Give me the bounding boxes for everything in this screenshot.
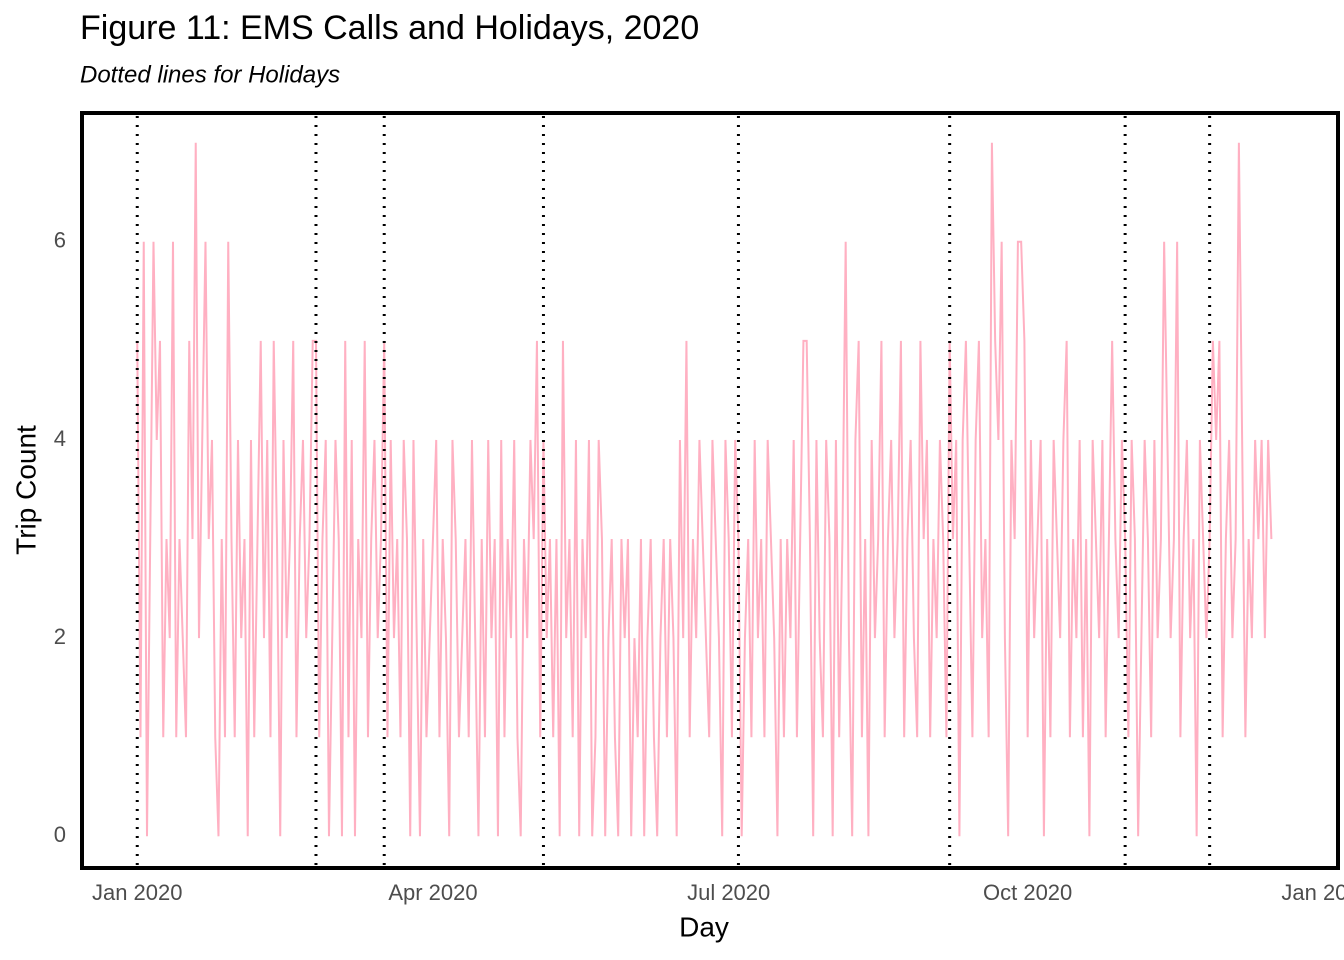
chart-subtitle: Dotted lines for Holidays — [80, 61, 340, 88]
data-line — [136, 142, 1273, 837]
y-tick-label: 0 — [54, 822, 66, 847]
y-tick-label: 4 — [54, 426, 66, 451]
x-tick-label: Apr 2020 — [388, 880, 477, 905]
y-axis-title: Trip Count — [10, 425, 41, 555]
x-tick-label: Jan 2020 — [92, 880, 183, 905]
plot-border — [80, 111, 1340, 870]
x-axis-title: Day — [679, 911, 729, 942]
x-tick-label: Jul 2020 — [687, 880, 770, 905]
x-tick-label: Jan 2021 — [1281, 880, 1344, 905]
y-tick-label: 6 — [54, 228, 66, 253]
y-tick-label: 2 — [54, 624, 66, 649]
chart-title: Figure 11: EMS Calls and Holidays, 2020 — [80, 9, 699, 47]
x-tick-label: Oct 2020 — [983, 880, 1072, 905]
